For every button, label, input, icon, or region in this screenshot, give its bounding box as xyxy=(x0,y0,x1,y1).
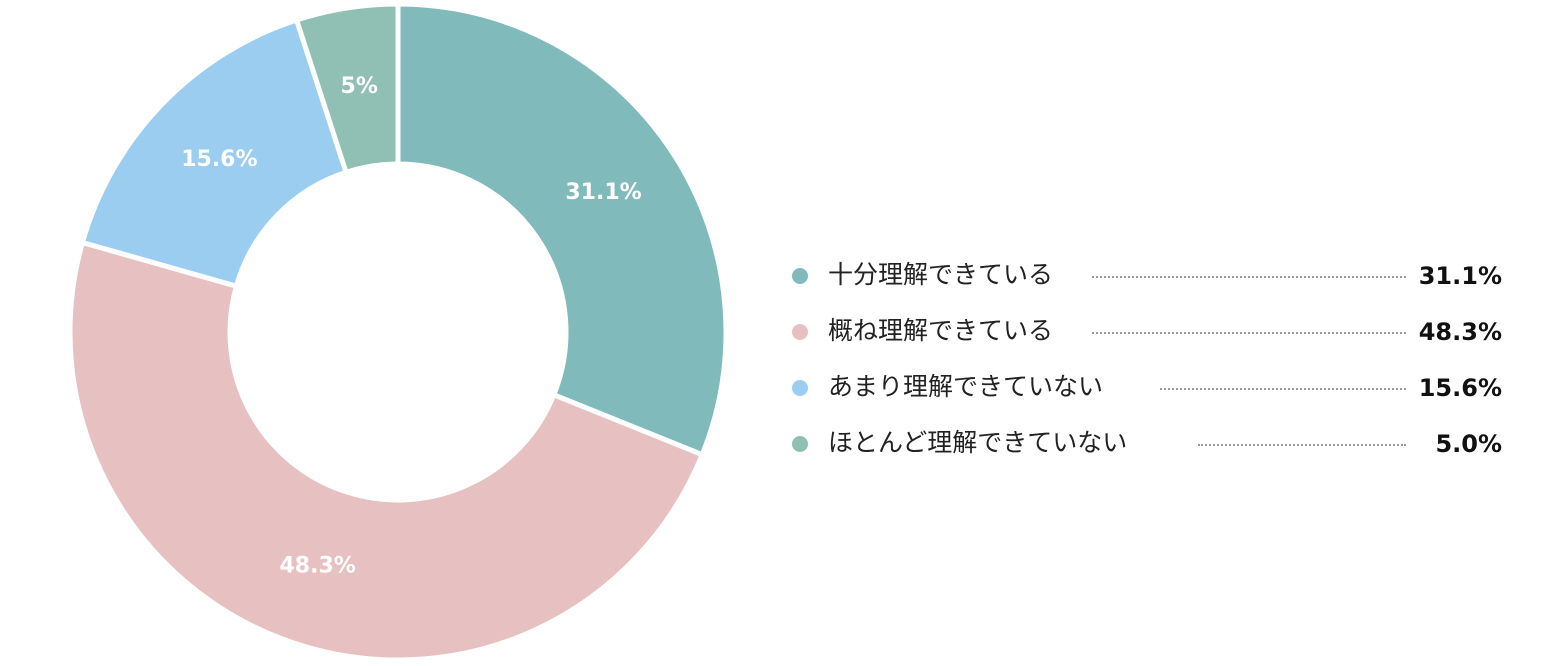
legend-label: ほとんど理解できていない xyxy=(828,428,1128,457)
legend-label: 十分理解できている xyxy=(828,260,1054,289)
slice-fully-understand xyxy=(395,1,729,458)
chart-legend: 十分理解できている 31.1% 概ね理解できている 48.3% あまり理解できていない 1… xyxy=(790,248,1502,472)
slice-label: 5% xyxy=(341,74,378,99)
legend-item: 概ね理解できている 48.3% xyxy=(790,304,1502,360)
legend-value: 48.3% xyxy=(1418,318,1502,346)
legend-item: 十分理解できている 31.1% xyxy=(790,248,1502,304)
legend-value: 31.1% xyxy=(1418,262,1502,290)
legend-dot-icon xyxy=(792,324,808,340)
legend-dot-icon xyxy=(792,268,808,284)
slice-label: 48.3% xyxy=(280,554,356,579)
slice-label: 31.1% xyxy=(565,180,641,205)
slice-mostly-understand xyxy=(67,239,706,663)
slice-hardly-understand xyxy=(293,1,401,176)
slice-label: 15.6% xyxy=(181,147,257,172)
legend-item: ほとんど理解できていない 5.0% xyxy=(790,416,1502,472)
legend-leader-line xyxy=(1160,388,1406,390)
legend-dot-icon xyxy=(792,436,808,452)
donut-chart: 31.1% 48.3% 15.6% 5% xyxy=(67,1,729,663)
legend-item: あまり理解できていない 15.6% xyxy=(790,360,1502,416)
legend-value: 15.6% xyxy=(1418,374,1502,402)
legend-value: 5.0% xyxy=(1435,430,1502,458)
legend-leader-line xyxy=(1092,332,1406,334)
legend-leader-line xyxy=(1198,444,1406,446)
legend-label: 概ね理解できている xyxy=(828,316,1054,345)
legend-label: あまり理解できていない xyxy=(828,372,1104,401)
slice-not-really-understand xyxy=(79,16,350,290)
legend-dot-icon xyxy=(792,380,808,396)
legend-leader-line xyxy=(1092,276,1406,278)
